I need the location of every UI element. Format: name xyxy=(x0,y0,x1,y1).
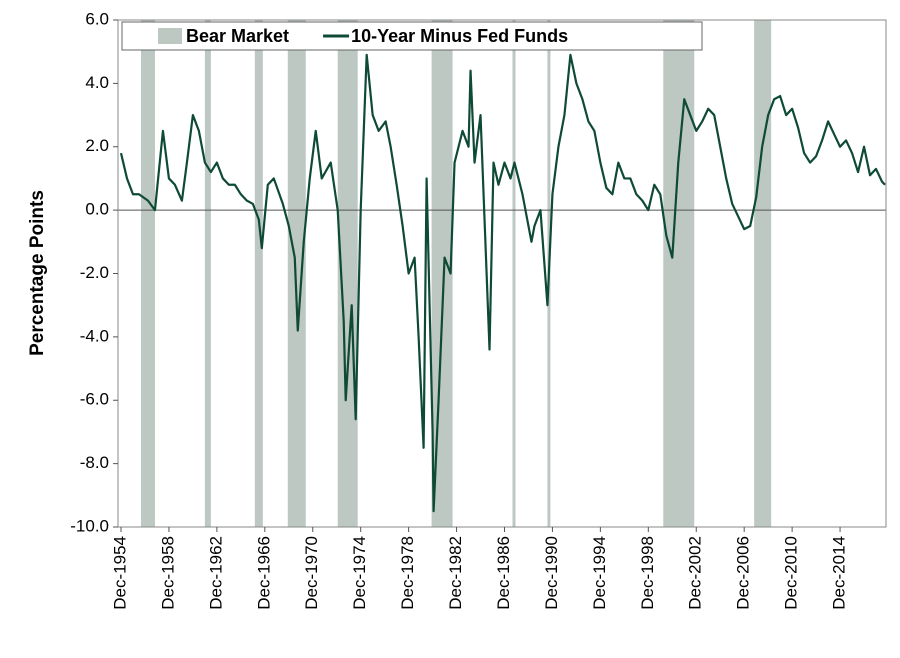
x-tick-label: Dec-1958 xyxy=(158,536,177,610)
bear-market-band xyxy=(337,20,358,527)
x-tick-label: Dec-1978 xyxy=(398,536,417,610)
x-tick-label: Dec-2002 xyxy=(686,536,705,610)
x-tick-label: Dec-1970 xyxy=(302,536,321,610)
x-tick-label: Dec-1966 xyxy=(254,536,273,610)
x-tick-label: Dec-1990 xyxy=(542,536,561,610)
legend: Bear Market 10-Year Minus Fed Funds xyxy=(121,21,703,51)
bear-market-band xyxy=(754,20,772,527)
bear-market-band xyxy=(204,20,211,527)
y-tick-label: -4.0 xyxy=(80,326,109,345)
bear-market-band xyxy=(140,20,155,527)
data-line xyxy=(119,53,886,513)
y-axis-label: Percentage Points xyxy=(27,190,48,356)
y-tick-label: -8.0 xyxy=(80,453,109,472)
x-tick-label: Dec-1982 xyxy=(446,536,465,610)
x-tick-label: Dec-1954 xyxy=(110,536,129,610)
legend-label: Bear Market xyxy=(186,26,289,46)
x-tick-label: Dec-2014 xyxy=(830,536,849,610)
bear-market-band xyxy=(512,20,516,527)
bear-market-band xyxy=(287,20,306,527)
y-tick-label: -10.0 xyxy=(70,516,109,535)
x-tick-label: Dec-2006 xyxy=(734,536,753,610)
y-tick-label: 0.0 xyxy=(85,200,109,219)
y-tick-label: 2.0 xyxy=(85,136,109,155)
x-tick-label: Dec-1998 xyxy=(638,536,657,610)
x-tick-label: Dec-1962 xyxy=(206,536,225,610)
bear-market-band xyxy=(254,20,263,527)
bear-market-band xyxy=(431,20,453,527)
x-tick-label: Dec-1994 xyxy=(590,536,609,610)
y-tick-label: 4.0 xyxy=(85,73,109,92)
x-tick-label: Dec-1986 xyxy=(494,536,513,610)
y-tick-label: -6.0 xyxy=(80,390,109,409)
legend-label: 10-Year Minus Fed Funds xyxy=(351,26,568,46)
legend-swatch xyxy=(158,28,182,44)
x-tick-label: Dec-1974 xyxy=(350,536,369,610)
x-tick-label: Dec-2010 xyxy=(782,536,801,610)
legend-box xyxy=(121,21,703,51)
y-tick-label: -2.0 xyxy=(80,263,109,282)
y-tick-label: 6.0 xyxy=(85,9,109,28)
bear-market-band xyxy=(663,20,695,527)
